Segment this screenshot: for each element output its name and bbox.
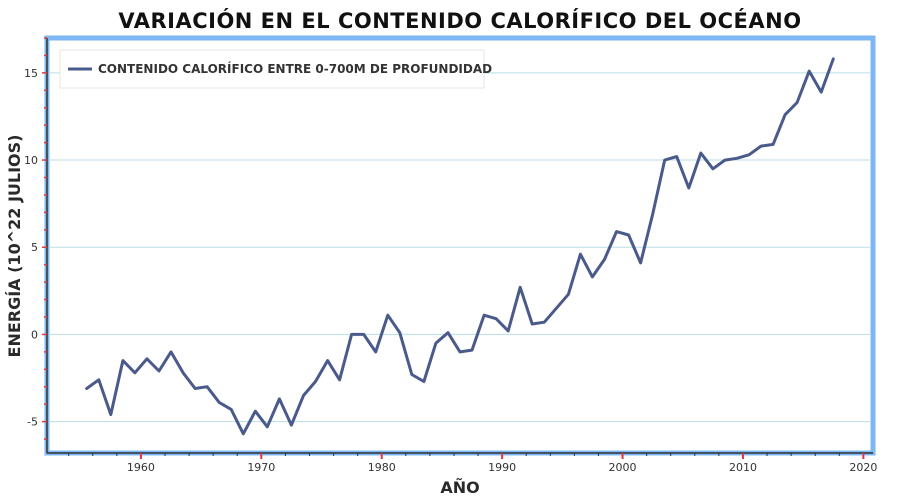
y-tick-label: 10 [24,154,38,167]
legend-label: CONTENIDO CALORÍFICO ENTRE 0-700M DE PRO… [98,61,492,76]
y-tick-label: -5 [27,416,38,429]
x-tick-label: 2020 [849,461,877,474]
axes: -5 0 5 10 15 1960 1970 1980 1990 2000 2010 2020 [24,37,877,474]
y-axis-title: ENERGÍA (10^22 JULIOS) [5,135,24,358]
x-tick-label: 2010 [729,461,757,474]
plot-frame [44,35,876,456]
x-tick-label: 1970 [247,461,275,474]
x-tick-label: 1990 [488,461,516,474]
series-line [85,57,835,436]
y-tick-label: 15 [24,67,38,80]
chart-title: VARIACIÓN EN EL CONTENIDO CALORÍFICO DEL… [118,8,801,33]
legend-box [59,49,485,89]
y-tick-label: 5 [31,241,38,254]
legend: CONTENIDO CALORÍFICO ENTRE 0-700M DE PRO… [59,49,492,89]
y-tick-label: 0 [31,328,38,341]
x-tick-label: 2000 [609,461,637,474]
x-axis-title: AÑO [440,478,479,497]
x-tick-label: 1980 [368,461,396,474]
x-tick-label: 1960 [127,461,155,474]
series-layer [85,57,835,436]
